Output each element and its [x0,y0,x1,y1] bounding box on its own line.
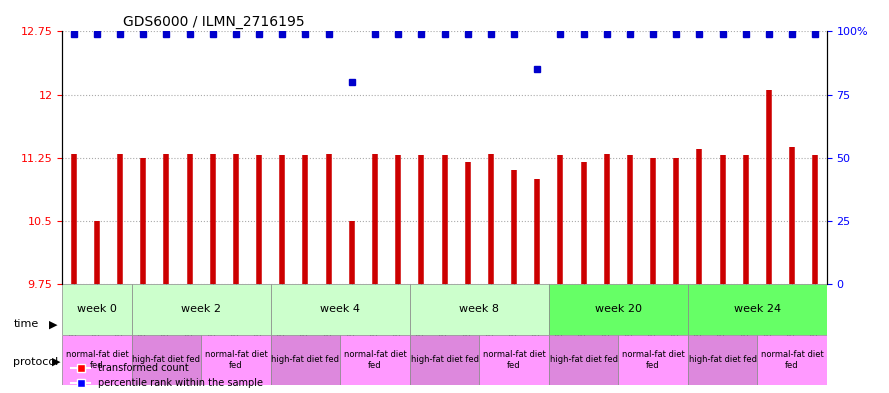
Text: week 24: week 24 [733,304,781,314]
FancyBboxPatch shape [132,334,201,385]
FancyBboxPatch shape [62,284,132,334]
Text: normal-fat diet
fed: normal-fat diet fed [66,350,128,369]
FancyBboxPatch shape [479,334,549,385]
Text: week 0: week 0 [77,304,117,314]
Text: week 2: week 2 [181,304,221,314]
Text: week 8: week 8 [460,304,500,314]
Text: week 20: week 20 [595,304,642,314]
Text: high-fat diet fed: high-fat diet fed [411,355,478,364]
FancyBboxPatch shape [132,284,271,334]
Text: week 4: week 4 [320,304,360,314]
FancyBboxPatch shape [549,284,688,334]
FancyBboxPatch shape [410,284,549,334]
Text: normal-fat diet
fed: normal-fat diet fed [761,350,823,369]
FancyBboxPatch shape [271,284,410,334]
Text: high-fat diet fed: high-fat diet fed [271,355,340,364]
FancyBboxPatch shape [757,334,827,385]
Text: high-fat diet fed: high-fat diet fed [688,355,757,364]
Text: normal-fat diet
fed: normal-fat diet fed [621,350,685,369]
Text: ▶: ▶ [49,319,58,329]
Text: normal-fat diet
fed: normal-fat diet fed [483,350,545,369]
Text: GDS6000 / ILMN_2716195: GDS6000 / ILMN_2716195 [124,15,305,29]
FancyBboxPatch shape [201,334,271,385]
FancyBboxPatch shape [271,334,340,385]
FancyBboxPatch shape [688,334,757,385]
Legend: transformed count, percentile rank within the sample: transformed count, percentile rank withi… [67,360,267,392]
Text: ▶: ▶ [52,356,60,367]
FancyBboxPatch shape [340,334,410,385]
FancyBboxPatch shape [688,284,827,334]
Text: protocol: protocol [13,356,59,367]
Text: normal-fat diet
fed: normal-fat diet fed [204,350,268,369]
FancyBboxPatch shape [410,334,479,385]
Text: high-fat diet fed: high-fat diet fed [549,355,618,364]
Text: high-fat diet fed: high-fat diet fed [132,355,201,364]
FancyBboxPatch shape [549,334,618,385]
Text: time: time [13,319,38,329]
FancyBboxPatch shape [62,334,132,385]
Text: normal-fat diet
fed: normal-fat diet fed [344,350,406,369]
FancyBboxPatch shape [618,334,688,385]
